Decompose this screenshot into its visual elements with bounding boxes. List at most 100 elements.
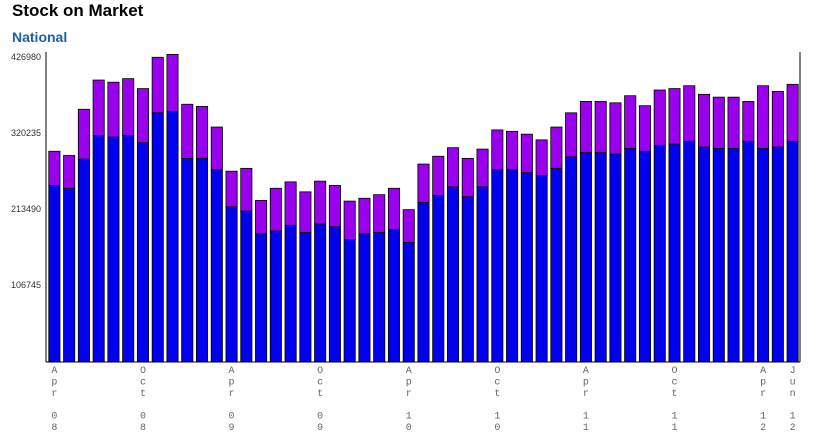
bar-lower-segment xyxy=(742,140,755,363)
bar-lower-segment xyxy=(136,142,149,363)
x-tick-char: 1 xyxy=(671,423,677,434)
x-tick-char: c xyxy=(317,377,323,388)
bar-upper-segment xyxy=(609,102,622,155)
x-tick-char: 8 xyxy=(51,423,57,434)
x-tick-label: Jun 12 xyxy=(790,366,796,434)
x-tick-char: O xyxy=(494,366,500,377)
x-tick-char: 0 xyxy=(229,412,235,423)
bar-lower-segment xyxy=(786,140,799,363)
bar-upper-segment xyxy=(373,194,386,233)
bar-lower-segment xyxy=(579,152,592,363)
bar-upper-segment xyxy=(314,180,327,225)
bar-lower-segment xyxy=(151,112,164,363)
bar-lower-segment xyxy=(284,224,297,363)
bar-upper-segment xyxy=(594,101,607,154)
bar-upper-segment xyxy=(92,79,105,136)
x-tick-char: 0 xyxy=(140,412,146,423)
x-tick-char: 0 xyxy=(494,423,500,434)
bar-upper-segment xyxy=(136,88,149,144)
bar-upper-segment xyxy=(683,85,696,142)
bar-upper-segment xyxy=(520,133,533,174)
bar-lower-segment xyxy=(535,175,548,363)
bar-upper-segment xyxy=(181,103,194,159)
bar-lower-segment xyxy=(727,148,740,363)
bar-upper-segment xyxy=(166,54,179,112)
bar-lower-segment xyxy=(638,150,651,363)
bar-lower-segment xyxy=(594,152,607,363)
x-tick-char: u xyxy=(790,377,796,388)
bar-upper-segment xyxy=(122,78,135,136)
bar-lower-segment xyxy=(491,169,504,363)
bar-upper-segment xyxy=(638,105,651,152)
bar-lower-segment xyxy=(624,148,637,363)
x-tick-label: Oct 11 xyxy=(671,366,677,434)
x-tick-char: r xyxy=(760,389,766,400)
bar-lower-segment xyxy=(432,194,445,363)
bar-upper-segment xyxy=(786,83,799,142)
bar-upper-segment xyxy=(151,56,164,114)
bar-upper-segment xyxy=(358,197,371,235)
x-tick-char: A xyxy=(406,366,412,377)
bar-lower-segment xyxy=(196,157,209,363)
bar-lower-segment xyxy=(77,158,90,363)
y-tick-label: 320235 xyxy=(11,128,41,138)
bar-lower-segment xyxy=(240,210,253,363)
bar-upper-segment xyxy=(432,155,445,196)
bar-lower-segment xyxy=(225,206,238,363)
x-tick-char: t xyxy=(140,389,146,400)
bar-lower-segment xyxy=(712,148,725,363)
bar-upper-segment xyxy=(698,93,711,148)
x-tick-label: Apr 11 xyxy=(583,366,589,434)
x-tick-char: 1 xyxy=(671,412,677,423)
bar-lower-segment xyxy=(653,145,666,363)
x-tick-char: J xyxy=(790,366,796,377)
bar-lower-segment xyxy=(328,226,341,363)
x-tick-char: A xyxy=(760,366,766,377)
x-tick-char: A xyxy=(229,366,235,377)
x-tick-char: O xyxy=(671,366,677,377)
x-tick-char: A xyxy=(583,366,589,377)
bar-upper-segment xyxy=(727,96,740,149)
x-tick-char: 8 xyxy=(140,423,146,434)
x-tick-char: 2 xyxy=(790,423,796,434)
x-tick-label: Oct 09 xyxy=(317,366,323,434)
bar-upper-segment xyxy=(299,191,312,233)
bar-upper-segment xyxy=(579,101,592,154)
x-tick-char: r xyxy=(583,389,589,400)
bar-upper-segment xyxy=(461,157,474,198)
x-tick-char: 1 xyxy=(406,412,412,423)
bar-upper-segment xyxy=(476,148,489,188)
bar-upper-segment xyxy=(225,170,238,208)
bar-upper-segment xyxy=(255,199,268,235)
bar-upper-segment xyxy=(506,130,519,171)
bar-upper-segment xyxy=(771,91,784,148)
x-tick-char: 1 xyxy=(494,412,500,423)
bar-lower-segment xyxy=(757,148,770,363)
bar-upper-segment xyxy=(387,187,400,230)
x-axis-ticks: Apr08Oct08Apr09Oct09Apr10Oct10Apr11Oct11… xyxy=(51,366,795,434)
x-tick-char: r xyxy=(229,389,235,400)
bar-lower-segment xyxy=(402,241,415,363)
x-tick-char: 9 xyxy=(229,423,235,434)
bar-lower-segment xyxy=(210,169,223,363)
x-tick-char: r xyxy=(406,389,412,400)
bar-lower-segment xyxy=(122,135,135,363)
x-tick-char: p xyxy=(760,377,766,388)
bar-lower-segment xyxy=(506,169,519,363)
bar-lower-segment xyxy=(255,233,268,363)
bar-lower-segment xyxy=(63,187,76,363)
bar-lower-segment xyxy=(476,186,489,363)
x-tick-char: p xyxy=(406,377,412,388)
x-tick-char: 9 xyxy=(317,423,323,434)
x-tick-char: 1 xyxy=(583,423,589,434)
bar-upper-segment xyxy=(668,88,681,145)
bar-upper-segment xyxy=(48,150,61,186)
x-tick-char: t xyxy=(317,389,323,400)
x-tick-label: Apr 10 xyxy=(406,366,412,434)
x-tick-char: p xyxy=(229,377,235,388)
bar-lower-segment xyxy=(181,157,194,363)
bar-lower-segment xyxy=(550,167,563,363)
bar-upper-segment xyxy=(240,167,253,212)
bar-upper-segment xyxy=(624,95,637,149)
